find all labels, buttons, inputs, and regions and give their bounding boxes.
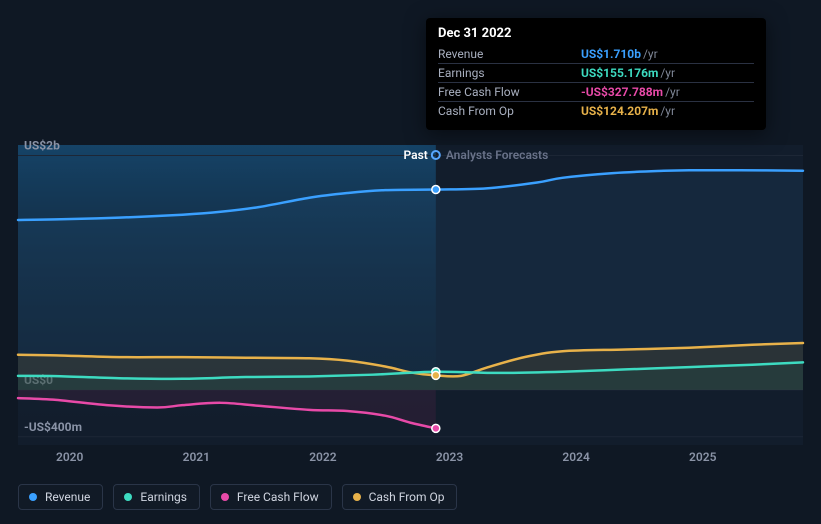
hover-tooltip: Dec 31 2022 RevenueUS$1.710b/yrEarningsU…	[426, 18, 766, 130]
y-axis-label: -US$400m	[24, 420, 82, 434]
legend-dot	[221, 493, 229, 501]
tooltip-table: RevenueUS$1.710b/yrEarningsUS$155.176m/y…	[438, 45, 754, 120]
x-axis-label: 2024	[562, 450, 590, 464]
tooltip-row-label: Earnings	[438, 64, 581, 83]
legend-label: Earnings	[140, 490, 187, 504]
legend-item-earnings[interactable]: Earnings	[113, 484, 200, 510]
tooltip-row: Free Cash Flow-US$327.788m/yr	[438, 83, 754, 102]
past-label: Past	[404, 148, 428, 162]
hover-marker-revenue	[432, 186, 440, 194]
y-axis-label: US$2b	[24, 139, 60, 153]
tooltip-row-value: US$1.710b/yr	[581, 45, 754, 64]
tooltip-row-value: -US$327.788m/yr	[581, 83, 754, 102]
legend-dot	[124, 493, 132, 501]
tooltip-row: EarningsUS$155.176m/yr	[438, 64, 754, 83]
hover-marker-cash_from_op	[432, 371, 440, 379]
legend: Revenue Earnings Free Cash Flow Cash From O…	[18, 484, 457, 510]
x-axis-label: 2021	[183, 450, 210, 464]
tooltip-row-value: US$124.207m/yr	[581, 102, 754, 121]
tooltip-row-value: US$155.176m/yr	[581, 64, 754, 83]
x-axis-label: 2025	[689, 450, 717, 464]
tooltip-row: RevenueUS$1.710b/yr	[438, 45, 754, 64]
legend-item-free_cash_flow[interactable]: Free Cash Flow	[210, 484, 332, 510]
forecast-label: Analysts Forecasts	[446, 148, 548, 162]
x-axis-label: 2022	[309, 450, 337, 464]
x-axis-label: 2023	[436, 450, 464, 464]
tooltip-row: Cash From OpUS$124.207m/yr	[438, 102, 754, 121]
legend-label: Cash From Op	[369, 490, 445, 504]
legend-label: Free Cash Flow	[237, 490, 319, 504]
tooltip-row-label: Free Cash Flow	[438, 83, 581, 102]
legend-item-cash_from_op[interactable]: Cash From Op	[342, 484, 458, 510]
legend-label: Revenue	[45, 490, 90, 504]
legend-dot	[29, 493, 37, 501]
legend-item-revenue[interactable]: Revenue	[18, 484, 103, 510]
x-axis-label: 2020	[56, 450, 84, 464]
tooltip-date: Dec 31 2022	[438, 26, 754, 45]
legend-dot	[353, 493, 361, 501]
tooltip-row-label: Revenue	[438, 45, 581, 64]
tooltip-row-label: Cash From Op	[438, 102, 581, 121]
hover-marker-free_cash_flow	[432, 424, 440, 432]
